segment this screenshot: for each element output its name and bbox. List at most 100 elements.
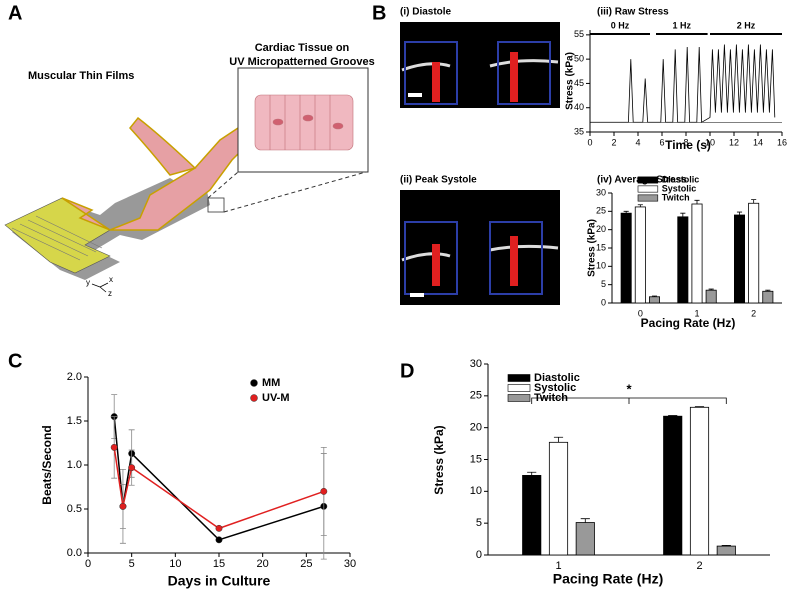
- x-tick-label: 14: [753, 137, 763, 147]
- y-tick-label: 55: [574, 29, 584, 39]
- bar: [734, 214, 746, 304]
- data-point: [215, 536, 223, 544]
- panel-label: C: [8, 350, 22, 372]
- x-tick-label: 10: [705, 137, 715, 147]
- error-bar: [580, 518, 590, 523]
- x-tick-label: 0: [85, 558, 91, 570]
- y-axis-label: Stress (kPa): [432, 425, 446, 494]
- y-tick-label: 10: [596, 261, 606, 271]
- panel-label: B: [372, 2, 386, 24]
- y-tick-label: 30: [596, 187, 606, 197]
- error-bar: [623, 210, 629, 214]
- error-bar: [668, 415, 678, 417]
- micrograph: [400, 190, 560, 305]
- illustration-title: Muscular Thin Films: [28, 70, 134, 82]
- error-bar: [694, 199, 700, 204]
- x-tick-label: 2: [751, 308, 756, 318]
- y-tick-label: 45: [574, 78, 584, 88]
- bar: [748, 202, 760, 304]
- legend-swatch: [507, 394, 531, 402]
- annotation: 0 Hz: [611, 20, 630, 30]
- legend-label: Twitch: [662, 192, 690, 202]
- y-tick-label: 20: [470, 422, 482, 434]
- y-tick-label: 15: [470, 453, 482, 465]
- y-tick-label: 20: [596, 224, 606, 234]
- x-tick-label: 30: [344, 558, 356, 570]
- annotation: 1 Hz: [673, 20, 692, 30]
- film-base: [4, 197, 111, 274]
- x-tick-label: 0: [638, 308, 643, 318]
- bar: [691, 203, 703, 304]
- error-bar: [651, 295, 658, 297]
- legend-swatch: [637, 194, 659, 202]
- data-point: [128, 464, 136, 472]
- bar: [548, 441, 569, 556]
- legend-label: Diastolic: [662, 174, 700, 184]
- image-title: (i) Diastole: [400, 7, 452, 18]
- legend-label: UV-M: [262, 392, 290, 404]
- legend-marker: [250, 379, 258, 387]
- x-axis-label: Days in Culture: [168, 573, 271, 589]
- bar: [634, 206, 646, 304]
- y-tick-label: 0: [601, 297, 606, 307]
- bar: [762, 290, 774, 304]
- x-tick-label: 0: [587, 137, 592, 147]
- x-tick-label: 16: [777, 137, 787, 147]
- x-tick-label: 2: [696, 560, 702, 572]
- bar: [663, 415, 683, 556]
- y-tick-label: 2.0: [67, 371, 82, 383]
- data-point: [215, 524, 223, 532]
- y-tick-label: 35: [574, 126, 584, 136]
- legend-label: Systolic: [662, 183, 697, 193]
- x-tick-label: 10: [169, 558, 181, 570]
- error-bar: [694, 406, 705, 408]
- inset-title: Cardiac Tissue on: [255, 42, 350, 54]
- x-tick-label: 1: [694, 308, 699, 318]
- axes-icon: [91, 282, 109, 293]
- y-tick-label: 25: [470, 390, 482, 402]
- data-point: [119, 502, 127, 510]
- legend-swatch: [637, 176, 659, 184]
- y-axis-label: Stress (kPa): [587, 219, 598, 277]
- zoom-line: [223, 171, 367, 213]
- x-tick-label: 4: [635, 137, 640, 147]
- y-tick-label: 0: [476, 549, 482, 561]
- legend-label: Systolic: [534, 382, 576, 394]
- error-bar: [751, 199, 757, 204]
- x-tick-label: 8: [683, 137, 688, 147]
- axis-letter: y: [86, 278, 90, 287]
- legend-swatch: [507, 384, 531, 392]
- bar: [677, 216, 689, 304]
- error-bar: [553, 436, 564, 443]
- inset-cells: [254, 94, 354, 151]
- legend-label: MM: [262, 377, 280, 389]
- chart-title: (iii) Raw Stress: [597, 7, 669, 18]
- data-point: [320, 487, 328, 495]
- annotation: 2 Hz: [737, 20, 756, 30]
- x-tick-label: 15: [213, 558, 225, 570]
- error-bar: [527, 471, 537, 476]
- x-tick-label: 25: [300, 558, 312, 570]
- y-tick-label: 40: [574, 102, 584, 112]
- film-grooves: [11, 215, 103, 261]
- micrograph: [400, 22, 560, 108]
- legend-swatch: [507, 374, 531, 382]
- bar: [575, 522, 595, 556]
- image-title: (ii) Peak Systole: [400, 175, 477, 186]
- y-tick-label: 25: [596, 206, 606, 216]
- y-tick-label: 1.5: [67, 415, 82, 427]
- x-tick-label: 12: [729, 137, 739, 147]
- bar: [620, 212, 632, 304]
- bar: [716, 545, 736, 556]
- legend-marker: [250, 394, 258, 402]
- series-line: [590, 44, 776, 123]
- significance-bracket: [531, 397, 727, 404]
- y-tick-label: 30: [470, 358, 482, 370]
- error-bar: [765, 289, 771, 292]
- axis-letter: z: [108, 289, 112, 298]
- y-tick-label: 50: [574, 54, 584, 64]
- x-tick-label: 5: [129, 558, 135, 570]
- annotation: *: [626, 381, 632, 396]
- x-axis-label: Time (s): [665, 138, 711, 152]
